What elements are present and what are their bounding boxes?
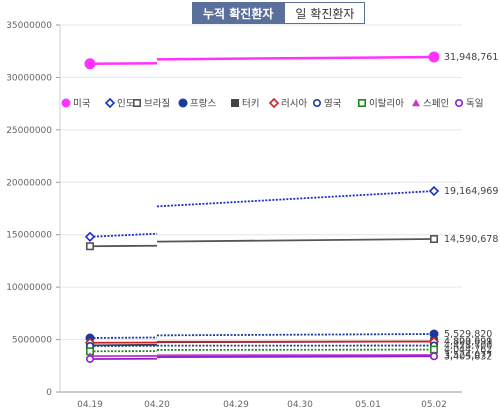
- data-label: 4,803,099: [444, 337, 492, 348]
- legend-marker: [357, 99, 366, 108]
- legend-label: 독일: [466, 99, 483, 110]
- data-point: [429, 352, 438, 361]
- y-tick-label: 5000000: [12, 336, 52, 346]
- y-tick-label: 0: [46, 388, 52, 398]
- legend-marker: [104, 97, 116, 109]
- legend-item: 독일: [454, 99, 483, 110]
- tab-cumulative-cases[interactable]: 누적 확진환자: [192, 2, 285, 24]
- y-tick-label: 20000000: [6, 178, 52, 188]
- x-tick-label: 04.30: [287, 400, 313, 410]
- data-label: 14,590,678: [444, 234, 498, 245]
- data-point: [428, 185, 440, 197]
- data-label: 4,428,700: [444, 341, 492, 352]
- x-tick-label: 04.20: [144, 400, 170, 410]
- series-line: [89, 232, 158, 238]
- tab-daily-cases[interactable]: 일 확진환자: [284, 2, 366, 24]
- legend-label: 스페인: [423, 99, 449, 110]
- y-tick-label: 10000000: [6, 283, 52, 293]
- legend-item: 영국: [312, 99, 342, 110]
- legend-item: 미국: [61, 98, 91, 110]
- data-point: [86, 354, 95, 363]
- legend-label: 브라질: [144, 98, 170, 110]
- legend-item: 프랑스: [178, 98, 216, 110]
- x-tick-label: 05.01: [355, 400, 381, 410]
- legend-label: 터키: [242, 99, 259, 110]
- legend-marker: [454, 99, 463, 108]
- x-tick-label: 05.02: [421, 400, 447, 410]
- data-point: [84, 231, 96, 242]
- legend-item: 터키: [231, 99, 259, 110]
- series-markers: [84, 51, 440, 363]
- series-line: [156, 55, 435, 61]
- legend-item: 이탈리아: [357, 98, 404, 110]
- y-tick-label: 25000000: [6, 126, 52, 136]
- legend-item: 러시아: [268, 97, 307, 110]
- data-point: [429, 235, 438, 244]
- legend-marker: [268, 97, 280, 109]
- legend-label: 영국: [324, 99, 342, 110]
- legend-label: 프랑스: [190, 98, 216, 110]
- series-line: [156, 355, 435, 358]
- x-axis: 04.19 04.20 04.29 04.30 05.01 05.02: [60, 391, 462, 410]
- y-axis: 0 5000000 10000000 15000000 20000000 25000000…: [6, 21, 61, 398]
- series-lines: [89, 55, 435, 360]
- legend-label: 미국: [73, 99, 91, 110]
- y-tick-label: 35000000: [6, 21, 52, 31]
- data-label: 4,820,591: [444, 336, 492, 347]
- data-point: [428, 51, 440, 63]
- series-line: [156, 333, 435, 337]
- legend-marker: [231, 99, 239, 107]
- x-tick-label: 04.19: [77, 400, 103, 410]
- series-line: [156, 190, 435, 208]
- legend-label: 인도: [117, 99, 135, 110]
- series-line: [89, 62, 158, 66]
- y-tick-label: 15000000: [6, 231, 52, 241]
- data-label: 31,948,761: [444, 52, 498, 63]
- legend-marker: [178, 98, 188, 108]
- x-tick-label: 04.29: [223, 400, 249, 410]
- data-label: 3,405,832: [444, 351, 492, 362]
- series-line: [89, 244, 158, 248]
- chart-grid: [60, 24, 462, 393]
- legend-marker: [312, 99, 321, 108]
- legend-item: 인도: [104, 97, 135, 110]
- data-point: [84, 58, 96, 70]
- legend-label: 이탈리아: [369, 98, 404, 110]
- legend-marker: [61, 98, 71, 108]
- chart-tabs: 누적 확진환자 일 확진환자: [192, 2, 366, 24]
- legend-label: 러시아: [281, 99, 307, 110]
- legend-item: 브라질: [133, 98, 170, 110]
- data-label: 19,164,969: [444, 186, 498, 197]
- series-line: [89, 336, 158, 339]
- data-label: 4,044,762: [444, 345, 492, 356]
- legend-marker: [412, 99, 420, 107]
- data-label: 5,529,820: [444, 329, 492, 340]
- data-point: [86, 242, 95, 251]
- series-line: [156, 238, 435, 243]
- data-label: 3,524,077: [444, 350, 492, 361]
- chart-legend: 미국 인도 브라질 프랑스 터키 러시아 영국 이탈리아 스페인 독일: [61, 97, 483, 110]
- legend-marker: [133, 99, 142, 108]
- data-labels: 31,948,76119,164,96914,590,6785,529,8204…: [444, 52, 498, 362]
- legend-item: 스페인: [412, 99, 449, 110]
- y-tick-label: 30000000: [6, 73, 52, 83]
